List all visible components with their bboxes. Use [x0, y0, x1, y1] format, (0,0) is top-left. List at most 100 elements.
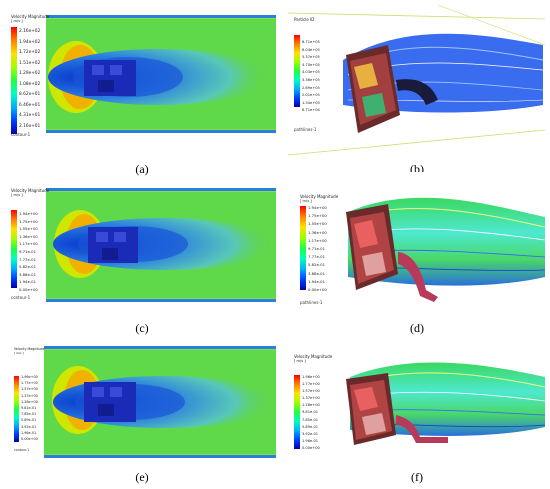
tick-label: 5.82e-01 [308, 262, 325, 268]
tick-label: 9.81e-01 [21, 405, 37, 410]
tick-label: 1.18e+00 [302, 403, 320, 408]
legend-title: Velocity Magnitude [294, 354, 333, 359]
tick-label: 1.57e+00 [21, 387, 38, 392]
legend-title: Velocity Magnitude [14, 347, 45, 351]
caption-e: (e) [135, 470, 149, 484]
legend-ticks: 1.96e+00 1.77e+00 1.57e+00 1.37e+00 1.18… [21, 374, 38, 442]
tick-label: 4.31e+01 [19, 113, 41, 118]
legend-ticks: 2.16e+02 1.94e+02 1.72e+02 1.51e+02 1.29… [19, 27, 40, 132]
tick-label: 1.36e+00 [19, 233, 38, 239]
color-bar [294, 375, 300, 449]
tick-label: 7.77e-01 [19, 256, 36, 262]
plot-footer: pathlines-1 [300, 300, 323, 305]
tick-label: 9.71e-01 [308, 245, 325, 251]
caption-f: (f) [411, 470, 423, 484]
legend-unit: [ m/s ] [11, 19, 23, 23]
tick-label: 3.92e-01 [21, 424, 37, 429]
tick-label: 1.72e+02 [19, 50, 41, 55]
color-bar [14, 376, 19, 442]
tick-label: 1.94e-01 [308, 278, 325, 284]
tick-label: 1.08e+02 [19, 81, 41, 87]
panel-f: Velocity Magnitude [ m/s ] 1.96e+00 1.77… [288, 345, 545, 460]
tick-label: 6.04e+05 [302, 47, 320, 52]
tick-label: 4.70e+05 [302, 62, 320, 67]
tick-label: 1.55e+00 [19, 226, 38, 232]
tick-label: 1.96e-01 [21, 430, 37, 435]
tick-label: 1.18e+00 [21, 399, 38, 404]
contour-plot-e [8, 342, 276, 463]
tick-label: 1.77e+00 [302, 382, 320, 387]
tick-label: 2.16e+01 [19, 123, 41, 129]
caption-c: (c) [135, 321, 149, 335]
tick-label: 3.92e-01 [302, 431, 319, 436]
tick-label: 4.03e+05 [302, 70, 320, 75]
tick-label: 1.75e+00 [308, 213, 327, 219]
tick-label: 1.94e-01 [19, 279, 36, 285]
contour-plot-a [8, 5, 276, 142]
tick-label: 5.89e-01 [302, 424, 319, 429]
legend-unit: [ m/s ] [294, 359, 306, 363]
pathline-plot-b [288, 5, 545, 157]
plot-footer: pathlines-1 [294, 127, 317, 132]
tick-label: 0.00e+00 [21, 436, 38, 441]
tick-label: 1.77e+00 [21, 381, 38, 386]
tick-label: 2.01e+05 [302, 93, 320, 98]
pathline-plot-d [288, 172, 545, 320]
legend-ticks: 1.96e+00 1.77e+00 1.57e+00 1.37e+00 1.18… [302, 374, 320, 452]
panel-d: Velocity Magnitude [ m/s ] 1.94e+00 1.75… [288, 172, 545, 320]
tick-label: 6.71e+04 [302, 108, 320, 113]
legend-ticks: 1.94e+00 1.75e+00 1.55e+00 1.36e+00 1.17… [19, 210, 38, 294]
tick-label: 1.37e+00 [302, 396, 320, 401]
contour-plot-c [8, 182, 276, 309]
tick-label: 1.17e+00 [19, 241, 38, 247]
legend-unit: [ m/s ] [11, 193, 23, 197]
tick-label: 1.96e-01 [302, 438, 319, 443]
panel-e: Velocity Magnitude [ m/s ] 1.96e+00 1.77… [8, 342, 276, 463]
legend-unit: [ m/s ] [14, 351, 24, 355]
tick-label: 3.88e-01 [19, 271, 36, 277]
tick-label: 7.85e-01 [302, 417, 319, 422]
tick-label: 1.51e+02 [19, 60, 41, 66]
legend-ticks: 1.94e+00 1.75e+00 1.55e+00 1.36e+00 1.17… [308, 204, 327, 294]
tick-label: 5.89e-01 [21, 418, 37, 423]
legend-title: Particle ID [294, 17, 315, 22]
tick-label: 8.62e+01 [19, 92, 41, 97]
legend-title: Velocity Magnitude [11, 14, 50, 19]
tick-label: 0.00e+00 [19, 286, 38, 292]
tick-label: 5.82e-01 [19, 264, 36, 270]
tick-label: 1.57e+00 [302, 389, 320, 394]
tick-label: 0.00e+00 [308, 286, 327, 292]
color-bar [300, 206, 306, 290]
tick-label: 1.36e+00 [308, 229, 327, 235]
pathline-plot-f [288, 345, 545, 460]
tick-label: 7.77e-01 [308, 254, 325, 260]
tick-label: 7.85e-01 [21, 412, 37, 417]
tick-label: 1.34e+05 [302, 100, 320, 105]
plot-footer: contour-1 [14, 448, 30, 452]
tick-label: 5.37e+05 [302, 55, 320, 60]
tick-label: 1.17e+00 [308, 237, 327, 243]
tick-label: 1.75e+00 [19, 218, 38, 224]
tick-label: 9.71e-01 [19, 248, 36, 254]
tick-label: 1.94e+00 [308, 205, 327, 210]
plot-footer: contour-1 [11, 295, 31, 300]
caption-a: (a) [135, 162, 149, 176]
panel-c: Velocity Magnitude [ m/s ] 1.94e+00 1.75… [8, 182, 276, 309]
tick-label: 9.81e-01 [302, 410, 319, 415]
legend-ticks: 6.71e+05 6.04e+05 5.37e+05 4.70e+05 4.03… [302, 39, 320, 115]
tick-label: 1.96e+00 [21, 375, 38, 379]
tick-label: 6.71e+05 [302, 40, 320, 44]
tick-label: 1.29e+02 [19, 71, 41, 76]
legend-title: Velocity Magnitude [300, 194, 339, 199]
color-bar [11, 27, 17, 134]
tick-label: 1.94e+02 [19, 39, 41, 45]
tick-label: 2.16e+02 [19, 29, 41, 34]
tick-label: 3.88e-01 [308, 270, 325, 276]
color-bar [294, 35, 300, 107]
panel-b: Particle ID 6.71e+05 6.04e+05 5.37e+05 4… [288, 5, 545, 157]
caption-d: (d) [410, 321, 424, 335]
tick-label: 0.00e+00 [302, 445, 320, 450]
plot-footer: contour-1 [11, 132, 31, 137]
color-bar [11, 210, 17, 288]
panel-a: Velocity Magnitude [ m/s ] 2.16e+02 1.94… [8, 5, 276, 142]
